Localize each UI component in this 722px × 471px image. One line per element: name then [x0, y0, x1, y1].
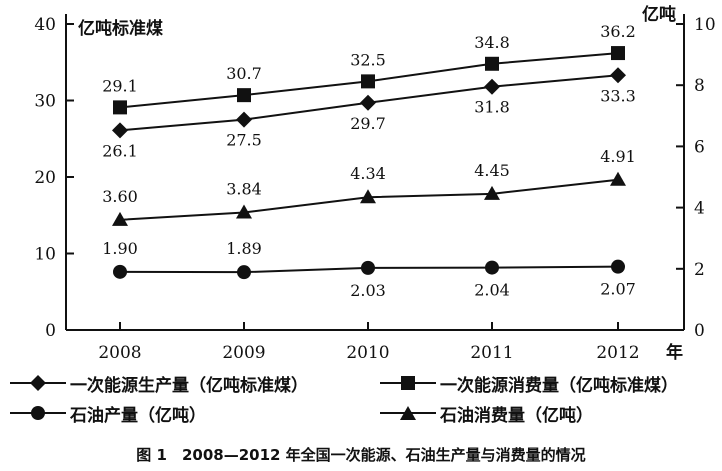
data-point-square — [611, 46, 625, 61]
right-axis-tick-label: 8 — [694, 76, 705, 96]
data-label: 31.8 — [474, 98, 510, 117]
x-axis-tick-label: 2011 — [470, 343, 513, 363]
right-axis-tick-label: 2 — [694, 260, 705, 280]
legend-item-oil-production: 石油产量（亿吨） — [10, 400, 206, 426]
x-axis-tick-label: 2009 — [222, 343, 265, 363]
left-axis-tick-label: 20 — [34, 168, 56, 188]
left-axis-unit-label: 亿吨标准煤 — [78, 18, 163, 39]
data-point-circle — [611, 259, 625, 274]
data-label: 4.34 — [350, 164, 386, 183]
legend-item-oil-consumption: 石油消费量（亿吨） — [380, 400, 593, 426]
legend-circle-marker-icon — [10, 406, 66, 420]
left-axis-tick-label: 10 — [34, 245, 56, 265]
data-point-square — [485, 56, 499, 71]
data-label: 30.7 — [226, 64, 262, 83]
x-axis-tick-label: 2010 — [346, 343, 389, 363]
legend-label: 石油产量（亿吨） — [70, 405, 206, 426]
data-label: 29.7 — [350, 114, 386, 133]
data-label: 33.3 — [600, 86, 636, 105]
data-point-triangle — [360, 189, 376, 204]
legend-label: 一次能源消费量（亿吨标准煤） — [440, 375, 678, 396]
data-point-diamond — [610, 67, 626, 84]
data-label: 3.84 — [226, 179, 262, 198]
data-label: 32.5 — [350, 50, 386, 69]
data-point-triangle — [112, 211, 128, 226]
data-label: 34.8 — [474, 33, 510, 52]
data-label: 26.1 — [102, 141, 138, 160]
x-axis-tick-label: 2008 — [98, 343, 141, 363]
data-point-triangle — [484, 185, 500, 200]
data-point-diamond — [112, 122, 128, 139]
legend-triangle-marker-icon — [380, 406, 436, 420]
line-chart: 0 10 20 30 40 0 2 4 6 8 10 2008 2009 2010 2011 2012 亿吨标准… — [34, 4, 716, 363]
data-point-square — [361, 74, 375, 89]
left-axis-tick-label: 0 — [45, 321, 56, 341]
data-label: 4.45 — [474, 161, 510, 180]
data-point-square — [237, 88, 251, 103]
right-axis-tick-label: 0 — [694, 321, 705, 341]
x-axis-tick-label: 2012 — [596, 343, 639, 363]
data-point-circle — [361, 260, 375, 275]
data-point-triangle — [610, 171, 626, 186]
data-point-triangle — [236, 204, 252, 219]
data-point-circle — [237, 265, 251, 280]
data-point-square — [113, 100, 127, 115]
legend-item-primary-energy-production: 一次能源生产量（亿吨标准煤） — [10, 370, 308, 396]
data-point-diamond — [236, 111, 252, 128]
data-label: 3.60 — [102, 187, 138, 206]
legend-label: 一次能源生产量（亿吨标准煤） — [70, 375, 308, 396]
right-axis-tick-label: 10 — [694, 15, 716, 35]
left-axis-tick-label: 40 — [34, 15, 56, 35]
legend-diamond-marker-icon — [10, 375, 66, 391]
data-label: 27.5 — [226, 131, 262, 150]
data-point-circle — [485, 260, 499, 275]
right-axis-tick-label: 6 — [694, 137, 705, 157]
data-point-diamond — [484, 78, 500, 95]
data-label: 2.07 — [600, 280, 636, 299]
legend-label: 石油消费量（亿吨） — [440, 405, 593, 426]
data-label: 4.91 — [600, 147, 636, 166]
legend-square-marker-icon — [380, 376, 436, 390]
right-axis-unit-label: 亿吨 — [642, 4, 676, 25]
x-axis-unit-label: 年 — [666, 342, 683, 363]
data-label: 1.89 — [226, 239, 262, 258]
data-point-circle — [113, 264, 127, 279]
figure-caption: 图 1 2008—2012 年全国一次能源、石油生产量与消费量的情况 — [136, 446, 586, 464]
legend: 一次能源生产量（亿吨标准煤） 一次能源消费量（亿吨标准煤） 石油产量（亿吨） 石… — [0, 364, 722, 430]
data-label: 1.90 — [102, 239, 138, 258]
data-point-diamond — [360, 94, 376, 111]
data-label: 2.04 — [474, 281, 510, 300]
right-axis-tick-label: 4 — [694, 199, 705, 219]
data-label: 36.2 — [600, 22, 636, 41]
data-label: 29.1 — [102, 76, 138, 95]
left-axis-tick-label: 30 — [34, 92, 56, 112]
legend-item-primary-energy-consumption: 一次能源消费量（亿吨标准煤） — [380, 370, 678, 396]
data-label: 2.03 — [350, 281, 386, 300]
